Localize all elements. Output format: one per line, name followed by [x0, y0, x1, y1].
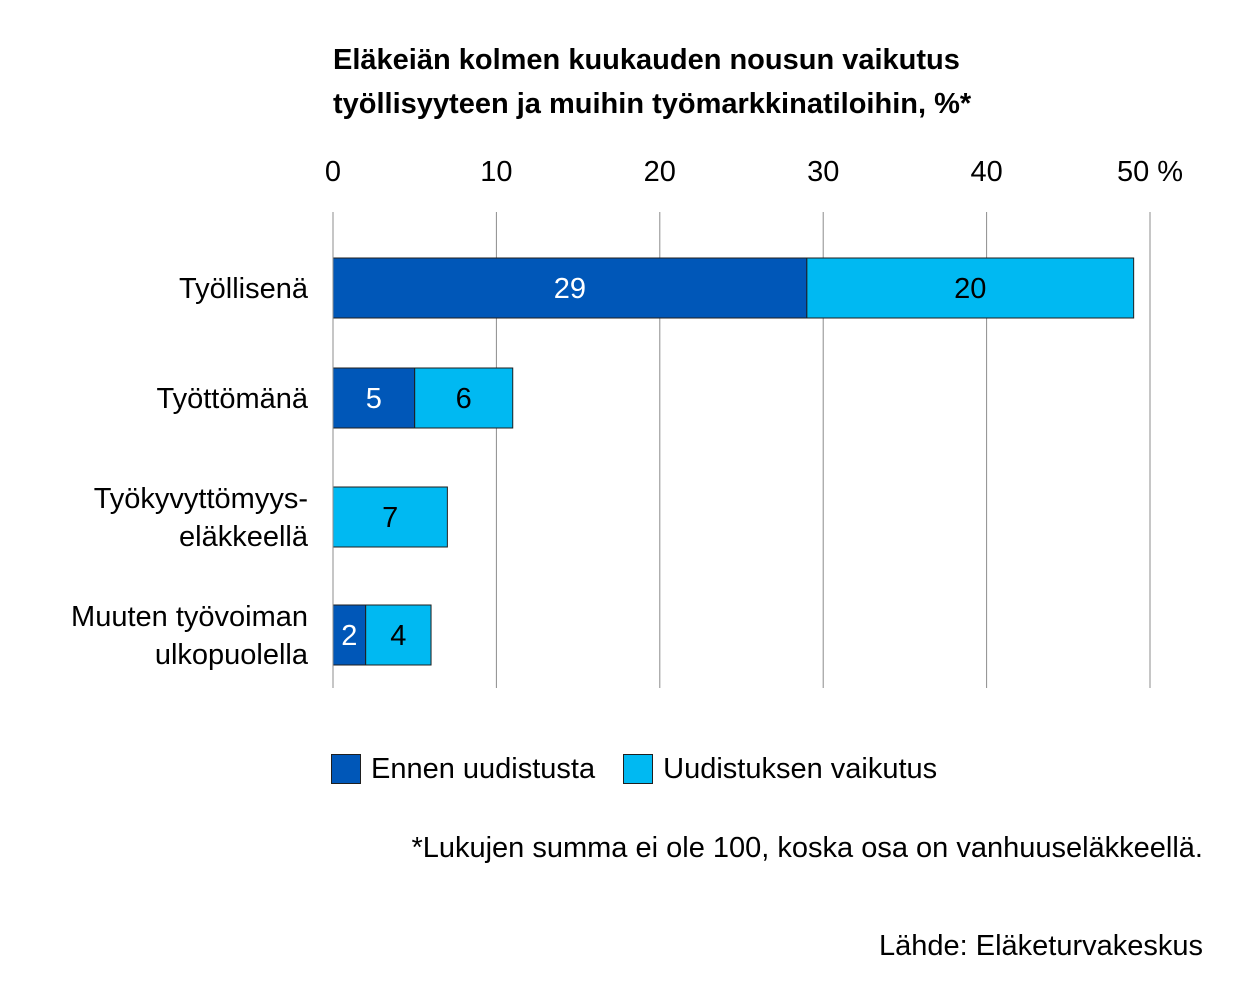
- data-label: 29: [554, 273, 586, 305]
- data-label: 4: [390, 620, 406, 652]
- x-axis-tick-labels: 0 10 20 30 40 50 %: [325, 156, 1183, 188]
- x-tick-label: 0: [325, 156, 341, 188]
- category-labels: Työllisenä Työttömänä Työkyvyttömyys-eläkk…: [71, 273, 309, 671]
- legend: Ennen uudistusta Uudistuksen vaikutus: [331, 752, 965, 786]
- bar-segment: [414, 367, 514, 429]
- category-label: Työttömänä: [156, 383, 308, 415]
- bar-segment: [806, 257, 1135, 319]
- bar-segment: [332, 367, 416, 429]
- chart-title-line-1: Eläkeiän kolmen kuukauden nousun vaikutu…: [333, 44, 960, 76]
- chart-title: Eläkeiän kolmen kuukauden nousun vaikutu…: [333, 38, 1213, 126]
- bar-segment: [332, 604, 367, 666]
- x-tick-label: 10: [480, 156, 512, 188]
- source-note: Lähde: Eläketurvakeskus: [878, 930, 1203, 962]
- data-labels: 29 20 5 6 7 2 4: [341, 273, 986, 652]
- bar-segment: [332, 486, 448, 548]
- bars: [332, 257, 1135, 666]
- category-label: Työllisenä: [179, 273, 309, 305]
- legend-item-ennen: Ennen uudistusta: [331, 753, 595, 786]
- x-tick-label: 50 %: [1117, 156, 1183, 188]
- category-label: Muuten työvoiman: [71, 601, 308, 633]
- category-label: Työkyvyttömyys-: [94, 483, 308, 515]
- data-label: 20: [954, 273, 986, 305]
- category-label: eläkkeellä: [179, 521, 309, 553]
- x-tick-label: 30: [807, 156, 839, 188]
- chart-title-line-2: työllisyyteen ja muihin työmarkkinatiloi…: [333, 88, 972, 120]
- footnote: *Lukujen summa ei ole 100, koska osa on …: [411, 832, 1203, 864]
- bar-segment: [365, 604, 432, 666]
- legend-label-uudistuksen: Uudistuksen vaikutus: [663, 752, 938, 785]
- category-label: ulkopuolella: [155, 639, 309, 671]
- x-tick-label: 40: [970, 156, 1002, 188]
- legend-item-uudistuksen: Uudistuksen vaikutus: [623, 753, 937, 786]
- legend-swatch-ennen: [331, 754, 361, 784]
- data-label: 7: [382, 502, 398, 534]
- bar-segment: [332, 257, 808, 319]
- data-label: 2: [341, 620, 357, 652]
- x-tick-label: 20: [644, 156, 676, 188]
- legend-swatch-uudistuksen: [623, 754, 654, 784]
- legend-label-ennen: Ennen uudistusta: [371, 752, 596, 785]
- data-label: 5: [366, 383, 382, 415]
- data-label: 6: [456, 383, 472, 415]
